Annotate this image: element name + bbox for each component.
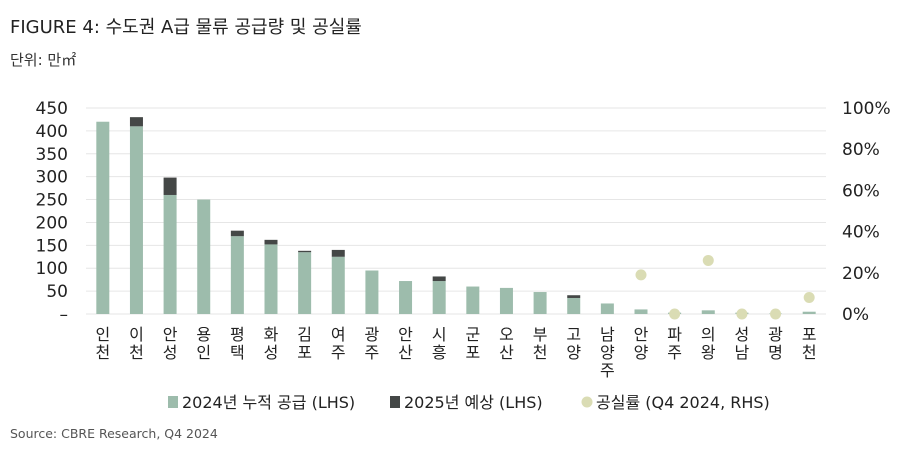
right-tick-label: 20% xyxy=(842,264,880,284)
bar-series xyxy=(96,117,816,314)
vacancy-point xyxy=(669,308,681,320)
left-tick-label: 300 xyxy=(36,168,68,188)
right-tick-label: 100% xyxy=(842,99,891,119)
right-axis-ticks: 100% 80% 60% 40% 20% 0% xyxy=(842,99,891,325)
chart-title: FIGURE 4: 수도권 A급 물류 공급량 및 공실률 xyxy=(10,17,362,38)
right-tick-label: 80% xyxy=(842,140,880,160)
bar-2025-forecast xyxy=(129,117,143,127)
vacancy-dots xyxy=(635,254,815,320)
vacancy-point xyxy=(702,254,714,266)
left-tick-label: 400 xyxy=(36,122,68,142)
legend-label: 공실률 (Q4 2024, RHS) xyxy=(596,393,770,412)
vacancy-point xyxy=(770,308,782,320)
bar-2024-supply xyxy=(533,292,547,314)
right-tick-label: 0% xyxy=(842,305,869,325)
bar-2025-forecast xyxy=(567,295,581,298)
legend-swatch xyxy=(390,396,400,408)
unit-label: 단위: 만㎡ xyxy=(10,51,77,69)
bar-2024-supply xyxy=(466,286,480,314)
left-tick-label: 250 xyxy=(36,191,68,211)
left-tick-label: 150 xyxy=(36,236,68,256)
left-tick-label: 350 xyxy=(36,145,68,165)
bar-2025-forecast xyxy=(432,276,446,282)
bar-2024-supply xyxy=(129,126,143,314)
bar-2024-supply xyxy=(264,244,278,314)
bar-2024-supply xyxy=(432,281,446,314)
vacancy-point xyxy=(635,269,647,281)
left-tick-label: 100 xyxy=(36,259,68,279)
bar-2024-supply xyxy=(331,256,345,314)
bar-2024-supply xyxy=(567,297,581,314)
bar-2024-supply xyxy=(230,236,244,314)
left-tick-label: 200 xyxy=(36,213,68,233)
bar-2024-supply xyxy=(600,303,614,314)
vacancy-point xyxy=(803,292,815,304)
source-note: Source: CBRE Research, Q4 2024 xyxy=(10,426,218,441)
legend-label: 2025년 예상 (LHS) xyxy=(404,393,543,412)
gridlines xyxy=(86,107,826,315)
bar-2025-forecast xyxy=(331,249,345,257)
bar-2025-forecast xyxy=(230,230,244,237)
legend-swatch xyxy=(581,396,593,408)
category-labels: 인 천 이 천 안 성 용 인 평 택 화 성 김 포 여 주 광 주 안 산 시 흥 군 포 오 산 부 천 고 양 남 양 주 안 양 파 주 의 왕 성… xyxy=(95,325,816,380)
bar-2024-supply xyxy=(298,252,312,314)
bar-2025-forecast xyxy=(163,177,177,195)
bar-2024-supply xyxy=(197,199,211,314)
legend: 2024년 누적 공급 (LHS) 2025년 예상 (LHS) 공실률 (Q4 2… xyxy=(168,393,770,412)
bar-2025-forecast xyxy=(264,239,278,245)
bar-2024-supply xyxy=(163,194,177,314)
bar-2024-supply xyxy=(701,310,715,314)
bar-2024-supply xyxy=(399,281,413,314)
bar-2024-supply xyxy=(365,270,379,314)
bar-2024-supply xyxy=(96,121,110,314)
left-tick-label: 50 xyxy=(46,282,68,302)
bar-2024-supply xyxy=(802,311,816,314)
left-tick-label: 450 xyxy=(36,99,68,119)
left-tick-label: – xyxy=(60,305,69,325)
bar-2024-supply xyxy=(634,309,648,314)
vacancy-point xyxy=(736,308,748,320)
right-tick-label: 60% xyxy=(842,181,880,201)
legend-label: 2024년 누적 공급 (LHS) xyxy=(182,393,355,412)
bar-2025-forecast xyxy=(298,250,312,253)
right-tick-label: 40% xyxy=(842,223,880,243)
bar-2024-supply xyxy=(499,287,513,314)
legend-swatch xyxy=(168,396,178,408)
